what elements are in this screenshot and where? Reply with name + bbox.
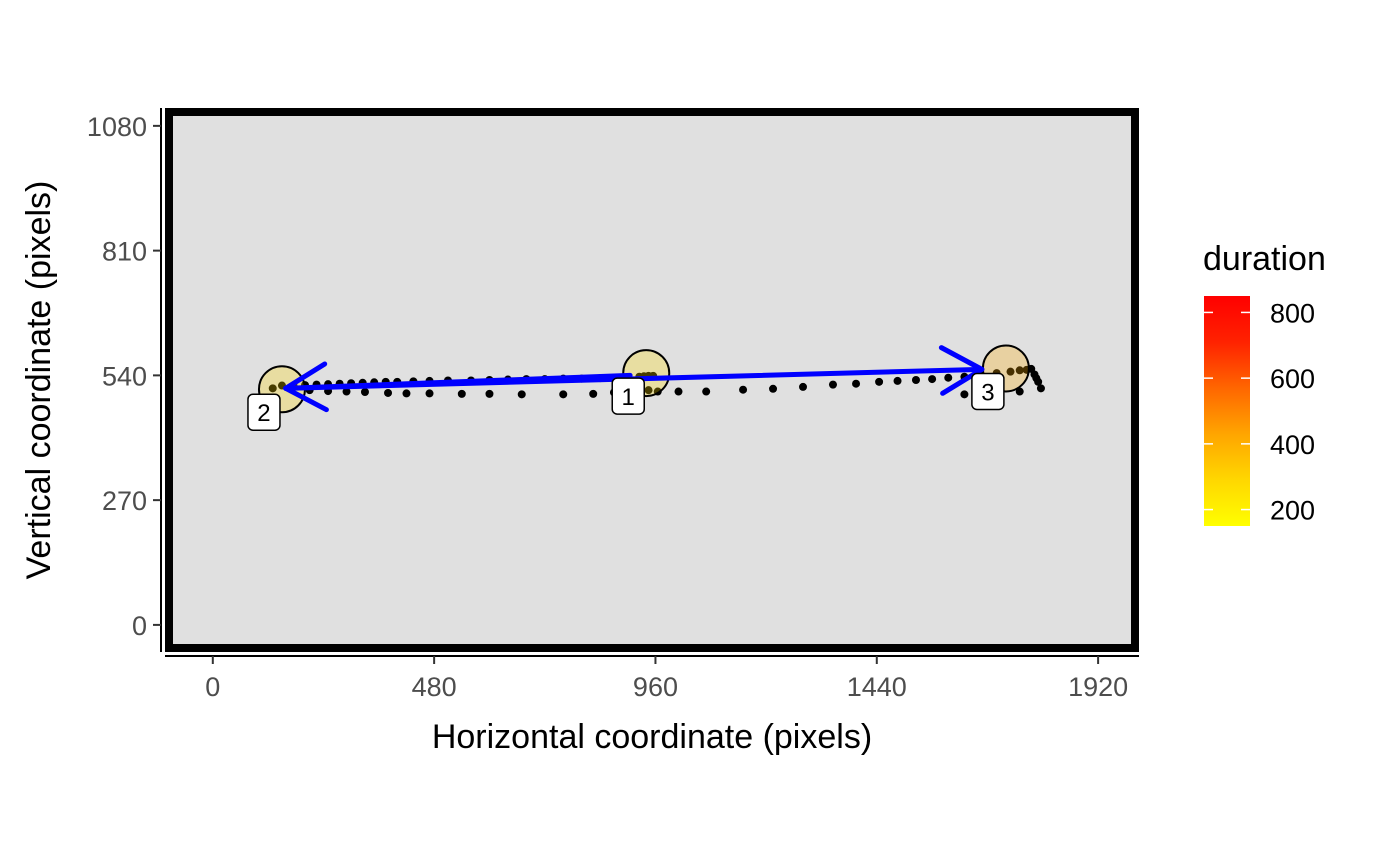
gaze-point	[485, 389, 494, 398]
fixation-label-layer: 1 2 3	[247, 372, 1005, 431]
gaze-point	[828, 380, 837, 389]
gaze-point	[384, 388, 393, 397]
gaze-point	[928, 375, 937, 384]
gaze-point	[960, 390, 969, 399]
gaze-point	[1034, 377, 1043, 386]
y-tick-label: 270	[102, 486, 147, 516]
legend-colorbar	[1204, 296, 1250, 526]
legend-tick-label: 200	[1270, 496, 1315, 526]
gaze-point	[1015, 387, 1024, 396]
x-axis-title: Horizontal coordinate (pixels)	[432, 718, 872, 756]
y-axis: 0 270 540 810 1080	[87, 108, 162, 652]
gaze-point	[457, 389, 466, 398]
legend-ticks: 200 400 600 800	[1204, 298, 1315, 526]
y-tick-label: 1080	[87, 112, 147, 142]
y-tick-label: 810	[102, 237, 147, 267]
gaze-point	[893, 376, 902, 385]
gaze-point	[702, 387, 711, 396]
gaze-point	[644, 386, 653, 395]
gaze-point	[1036, 384, 1045, 393]
fixation-label-1: 1	[622, 384, 635, 411]
gaze-point	[911, 376, 920, 384]
gaze-point	[589, 389, 598, 398]
fixation-label-3: 3	[981, 379, 994, 406]
gaze-point	[875, 377, 884, 386]
legend-tick-label: 400	[1270, 430, 1315, 460]
x-tick-label: 0	[205, 672, 220, 702]
gaze-point	[944, 373, 953, 382]
legend-tick-label: 800	[1270, 298, 1315, 328]
y-axis-title: Vertical coordinate (pixels)	[20, 181, 58, 580]
legend-tick-label: 600	[1270, 364, 1315, 394]
gaze-point	[674, 387, 683, 396]
gaze-point	[268, 384, 277, 393]
y-tick-label: 0	[132, 611, 147, 641]
gaze-point	[342, 387, 351, 396]
gaze-point	[425, 389, 434, 398]
fixation-label-2: 2	[257, 400, 270, 427]
gaze-point	[402, 389, 411, 398]
gaze-point	[1015, 366, 1024, 375]
x-tick-label: 1440	[847, 672, 907, 702]
fixation-label-box-2	[247, 393, 281, 431]
y-tick-label: 540	[102, 361, 147, 391]
gaze-point	[1006, 367, 1015, 376]
gaze-point	[559, 390, 568, 399]
gaze-point	[799, 382, 808, 391]
fixation-label-box-3	[971, 372, 1005, 411]
gaze-point	[739, 385, 748, 394]
gaze-point	[517, 390, 526, 399]
gaze-point	[769, 384, 778, 393]
x-axis: 0 480 960 1440 1920	[165, 655, 1139, 702]
x-tick-label: 1920	[1068, 672, 1128, 702]
legend-title: duration	[1203, 240, 1326, 278]
saccade-arrowhead-2-3	[938, 345, 985, 396]
legend: duration 200 400 600 800	[1203, 240, 1326, 526]
gaze-point	[852, 379, 861, 388]
x-tick-label: 480	[412, 672, 457, 702]
gaze-point	[360, 388, 369, 397]
fixation-label-box-1	[611, 377, 645, 415]
x-tick-label: 960	[633, 672, 678, 702]
